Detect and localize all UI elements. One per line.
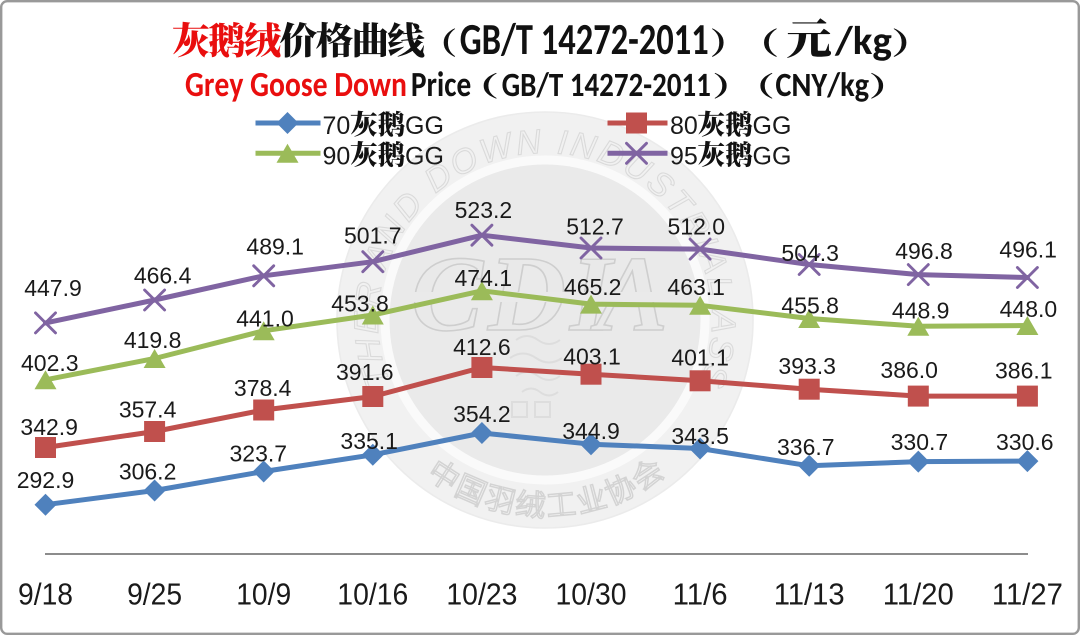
svg-text:401.1: 401.1 [671, 345, 729, 371]
svg-text:441.0: 441.0 [236, 306, 294, 332]
svg-text:496.1: 496.1 [999, 237, 1057, 263]
svg-text:11/13: 11/13 [774, 577, 845, 612]
svg-text:419.8: 419.8 [124, 327, 182, 353]
svg-text:466.4: 466.4 [134, 262, 192, 288]
svg-text:292.9: 292.9 [17, 467, 75, 493]
svg-text:474.1: 474.1 [455, 265, 513, 291]
svg-text:10/9: 10/9 [236, 577, 291, 612]
svg-text:465.2: 465.2 [564, 274, 622, 300]
svg-text:10/16: 10/16 [337, 577, 408, 612]
svg-text:11/27: 11/27 [992, 577, 1063, 612]
svg-text:496.8: 496.8 [895, 238, 953, 264]
svg-text:357.4: 357.4 [119, 397, 177, 423]
svg-text:489.1: 489.1 [246, 234, 304, 260]
svg-text:402.3: 402.3 [21, 350, 79, 376]
svg-text:330.7: 330.7 [891, 429, 949, 455]
svg-text:GG: GG [405, 112, 444, 140]
svg-text:330.6: 330.6 [996, 429, 1054, 455]
svg-text:448.0: 448.0 [1000, 296, 1058, 322]
svg-text:323.7: 323.7 [230, 441, 288, 467]
svg-text:403.1: 403.1 [563, 344, 621, 370]
svg-text:354.2: 354.2 [453, 401, 511, 427]
svg-text:9/25: 9/25 [127, 577, 182, 612]
svg-text:70: 70 [323, 112, 351, 140]
svg-text:512.7: 512.7 [566, 214, 624, 240]
svg-text:386.1: 386.1 [995, 357, 1053, 383]
svg-text:80: 80 [670, 112, 698, 140]
svg-text:9/18: 9/18 [18, 577, 73, 612]
svg-text:342.9: 342.9 [20, 414, 78, 440]
svg-text:344.9: 344.9 [562, 418, 620, 444]
svg-text:501.7: 501.7 [344, 223, 402, 249]
svg-text:GG: GG [753, 112, 792, 140]
svg-text:463.1: 463.1 [667, 274, 725, 300]
svg-text:11/6: 11/6 [673, 577, 728, 612]
svg-text:447.9: 447.9 [24, 275, 82, 301]
svg-text:335.1: 335.1 [340, 428, 398, 454]
svg-text:378.4: 378.4 [234, 375, 292, 401]
svg-text:386.0: 386.0 [880, 357, 938, 383]
svg-text:523.2: 523.2 [455, 197, 513, 223]
svg-text:GG: GG [753, 143, 792, 171]
svg-text:306.2: 306.2 [119, 458, 177, 484]
svg-text:455.8: 455.8 [781, 293, 839, 319]
svg-text:10/23: 10/23 [446, 577, 517, 612]
svg-text:11/20: 11/20 [883, 577, 954, 612]
svg-text:10/30: 10/30 [556, 577, 627, 612]
svg-text:512.0: 512.0 [668, 214, 726, 240]
svg-text:393.3: 393.3 [778, 353, 836, 379]
svg-text:391.6: 391.6 [336, 359, 394, 385]
svg-text:GG: GG [405, 143, 444, 171]
svg-text:90: 90 [323, 143, 351, 171]
svg-text:343.5: 343.5 [671, 423, 729, 449]
svg-text:504.3: 504.3 [781, 240, 839, 266]
svg-text:448.9: 448.9 [892, 297, 950, 323]
svg-text:412.6: 412.6 [453, 334, 511, 360]
svg-text:95: 95 [670, 143, 698, 171]
svg-text:453.8: 453.8 [331, 291, 389, 317]
svg-text:336.7: 336.7 [777, 434, 835, 460]
